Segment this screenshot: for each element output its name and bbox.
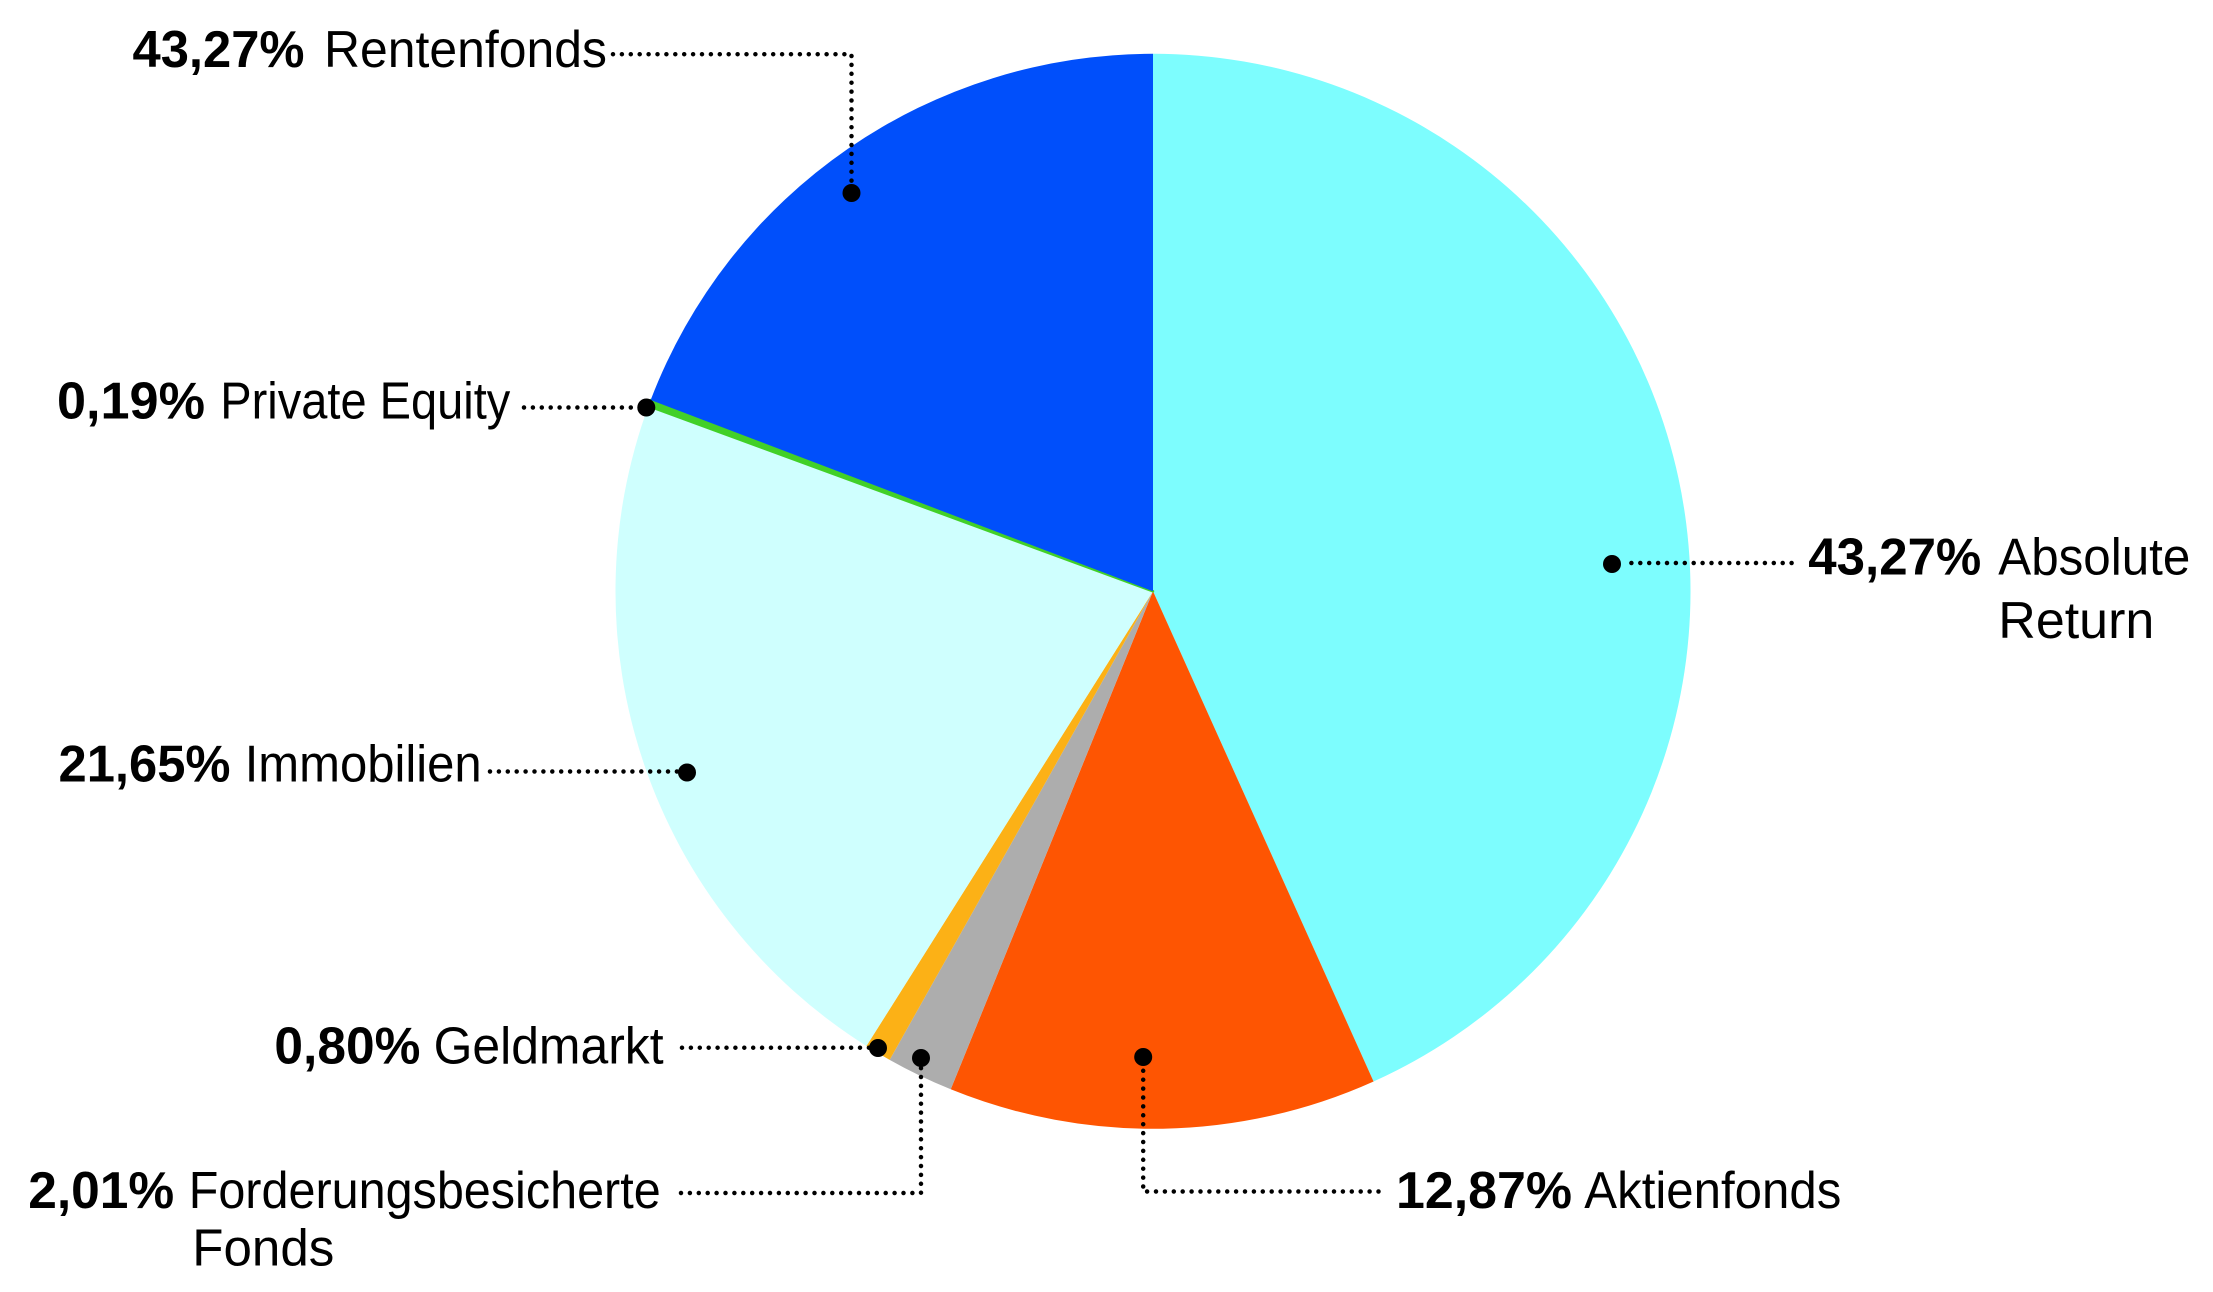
svg-text:Private Equity: Private Equity bbox=[220, 373, 510, 431]
svg-text:Fonds: Fonds bbox=[192, 1220, 334, 1278]
svg-text:Absolute: Absolute bbox=[1998, 529, 2190, 587]
svg-text:Geldmarkt: Geldmarkt bbox=[434, 1018, 665, 1076]
svg-text:Return: Return bbox=[1998, 592, 2154, 650]
svg-text:43,27%: 43,27% bbox=[133, 21, 305, 79]
svg-text:21,65%: 21,65% bbox=[59, 736, 231, 794]
svg-text:43,27%: 43,27% bbox=[1808, 529, 1981, 587]
svg-text:Rentenfonds: Rentenfonds bbox=[324, 21, 607, 79]
svg-text:0,80%: 0,80% bbox=[274, 1018, 420, 1076]
svg-text:12,87%: 12,87% bbox=[1396, 1162, 1572, 1220]
svg-text:0,19%: 0,19% bbox=[57, 373, 205, 431]
svg-text:Forderungsbesicherte: Forderungsbesicherte bbox=[189, 1162, 661, 1220]
svg-text:2,01%: 2,01% bbox=[28, 1162, 174, 1220]
svg-text:Aktienfonds: Aktienfonds bbox=[1584, 1162, 1841, 1220]
svg-text:Immobilien: Immobilien bbox=[245, 736, 482, 794]
